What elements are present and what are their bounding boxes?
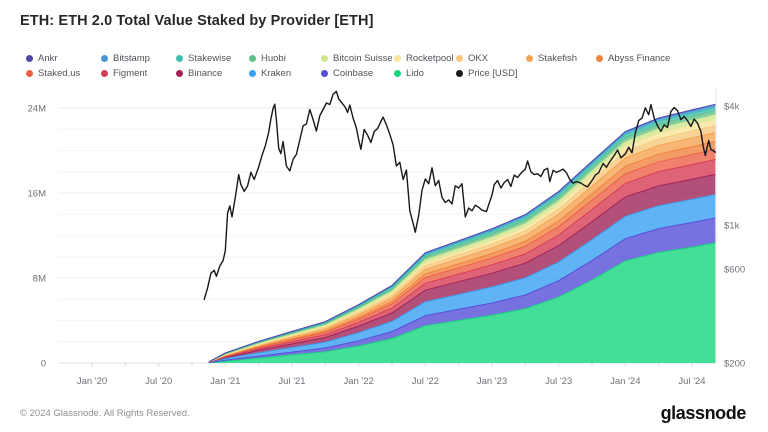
bitcoin-suisse-legend-label: Bitcoin Suisse xyxy=(333,53,393,64)
stakewise-legend-dot xyxy=(176,55,183,62)
x-axis-label-2: Jan '21 xyxy=(210,376,240,387)
area-edge-rocketpool xyxy=(208,119,716,363)
kraken-legend-label: Kraken xyxy=(261,68,292,79)
legend-item-staked-us[interactable]: Staked.us xyxy=(26,68,101,79)
area-figment xyxy=(208,159,716,363)
area-edge-kraken xyxy=(208,194,716,363)
price-usd-legend-dot xyxy=(456,70,463,77)
x-axis-label-3: Jul '21 xyxy=(278,376,305,387)
legend-item-rocketpool[interactable]: Rocketpool xyxy=(394,53,456,64)
area-edge-coinbase xyxy=(208,217,716,364)
copyright-text: © 2024 Glassnode. All Rights Reserved. xyxy=(20,408,190,419)
coinbase-legend-dot xyxy=(321,70,328,77)
lido-legend-label: Lido xyxy=(406,68,424,79)
rocketpool-legend-label: Rocketpool xyxy=(406,53,454,64)
area-edge-figment xyxy=(208,159,716,363)
legend-item-okx[interactable]: OKX xyxy=(456,53,526,64)
right-axis-label-200: $200 xyxy=(724,359,745,370)
x-axis-label-4: Jan '22 xyxy=(343,376,373,387)
bitcoin-suisse-legend-dot xyxy=(321,55,328,62)
area-edge-lido xyxy=(208,242,716,364)
area-bitcoin-suisse xyxy=(208,114,716,363)
area-edge-okx xyxy=(208,125,716,363)
price-usd-line xyxy=(203,90,716,301)
area-edge-stakefish xyxy=(208,131,716,363)
area-stakefish xyxy=(208,132,716,363)
staked-us-legend-label: Staked.us xyxy=(38,68,81,79)
area-coinbase xyxy=(208,218,716,363)
figment-legend-dot xyxy=(101,70,108,77)
area-edge-bitcoin-suisse xyxy=(208,114,716,363)
right-axis-label-600: $600 xyxy=(724,264,745,275)
lido-legend-dot xyxy=(394,70,401,77)
staked-us-legend-dot xyxy=(26,70,33,77)
area-edge-huobi xyxy=(208,110,716,363)
kraken-legend-dot xyxy=(249,70,256,77)
huobi-legend-label: Huobi xyxy=(261,53,286,64)
okx-legend-dot xyxy=(456,55,463,62)
x-axis-label-7: Jul '23 xyxy=(545,376,572,387)
x-axis-label-0: Jan '20 xyxy=(77,376,107,387)
glassnode-logo: glassnode xyxy=(660,403,747,423)
area-binance xyxy=(208,174,716,363)
binance-legend-dot xyxy=(176,70,183,77)
legend-item-abyss-finance[interactable]: Abyss Finance xyxy=(596,53,728,64)
right-axis-label-1k: $1k xyxy=(724,221,740,232)
binance-legend-label: Binance xyxy=(188,68,223,79)
legend-item-binance[interactable]: Binance xyxy=(176,68,249,79)
abyss-finance-legend-dot xyxy=(596,55,603,62)
price-usd-legend-label: Price [USD] xyxy=(468,68,518,79)
legend-item-coinbase[interactable]: Coinbase xyxy=(321,68,394,79)
rocketpool-legend-dot xyxy=(394,55,401,62)
abyss-finance-legend-label: Abyss Finance xyxy=(608,53,671,64)
x-axis-label-8: Jan '24 xyxy=(610,376,640,387)
x-axis-label-9: Jul '24 xyxy=(678,376,705,387)
legend-item-ankr[interactable]: Ankr xyxy=(26,53,101,64)
stakefish-legend-dot xyxy=(526,55,533,62)
legend-item-bitcoin-suisse[interactable]: Bitcoin Suisse xyxy=(321,53,394,64)
area-lido xyxy=(208,242,716,363)
legend-item-price-usd[interactable]: Price [USD] xyxy=(456,68,526,79)
x-axis-label-5: Jul '22 xyxy=(412,376,439,387)
legend-item-stakefish[interactable]: Stakefish xyxy=(526,53,596,64)
area-edge-abyss-finance xyxy=(208,141,716,363)
right-axis-label-4k: $4k xyxy=(724,102,740,113)
area-edge-binance xyxy=(208,173,716,363)
figment-legend-label: Figment xyxy=(113,68,148,79)
x-axis-label-6: Jan '23 xyxy=(477,376,507,387)
huobi-legend-dot xyxy=(249,55,256,62)
left-axis-label-16M: 16M xyxy=(28,189,47,200)
legend-item-kraken[interactable]: Kraken xyxy=(249,68,321,79)
legend-item-huobi[interactable]: Huobi xyxy=(249,53,321,64)
legend-item-lido[interactable]: Lido xyxy=(394,68,456,79)
area-kraken xyxy=(208,194,716,363)
okx-legend-label: OKX xyxy=(468,53,489,64)
area-rocketpool xyxy=(208,119,716,362)
coinbase-legend-label: Coinbase xyxy=(333,68,374,79)
area-huobi xyxy=(208,110,716,362)
legend-item-figment[interactable]: Figment xyxy=(101,68,176,79)
left-axis-label-8M: 8M xyxy=(33,274,46,285)
ankr-legend-dot xyxy=(26,55,33,62)
legend-item-bitstamp[interactable]: Bitstamp xyxy=(101,53,176,64)
legend-item-stakewise[interactable]: Stakewise xyxy=(176,53,249,64)
stakewise-legend-label: Stakewise xyxy=(188,53,232,64)
legend: Ankr Bitstamp Stakewise Huobi Bitcoin Suisse… xyxy=(26,53,728,79)
left-axis-label-24M: 24M xyxy=(28,104,47,115)
left-axis-label-0: 0 xyxy=(41,359,46,370)
x-axis-label-1: Jul '20 xyxy=(145,376,172,387)
bitstamp-legend-dot xyxy=(101,55,108,62)
chart-title: ETH: ETH 2.0 Total Value Staked by Provi… xyxy=(20,13,374,29)
stakefish-legend-label: Stakefish xyxy=(538,53,578,64)
bitstamp-legend-label: Bitstamp xyxy=(113,53,150,64)
area-edge-staked-us xyxy=(208,148,716,363)
ankr-legend-label: Ankr xyxy=(38,53,58,64)
